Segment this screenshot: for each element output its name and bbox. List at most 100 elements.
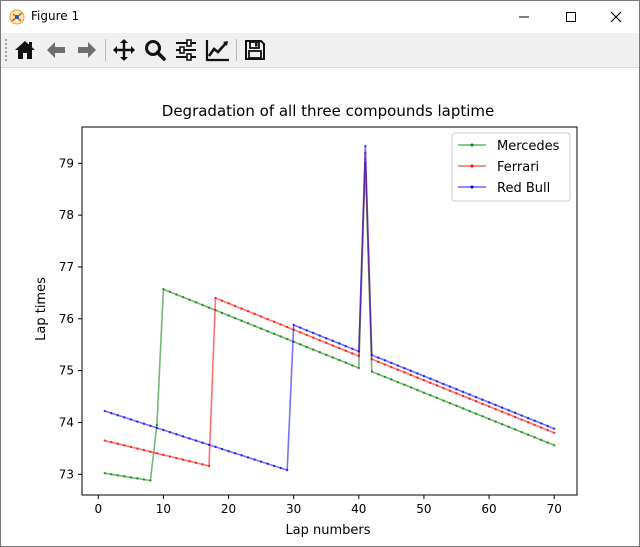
data-point-red-bull bbox=[435, 380, 439, 383]
data-point-mercedes bbox=[520, 430, 523, 434]
data-point-mercedes bbox=[305, 345, 308, 349]
data-point-mercedes bbox=[149, 479, 152, 482]
series-mercedes bbox=[103, 162, 556, 482]
y-tick-label: 74 bbox=[59, 415, 74, 429]
data-point-red-bull bbox=[227, 449, 230, 453]
save-button[interactable] bbox=[241, 36, 269, 64]
data-point-red-bull bbox=[168, 430, 172, 434]
data-point-mercedes bbox=[468, 409, 471, 413]
data-point-mercedes bbox=[129, 476, 133, 479]
legend-label-ferrari: Ferrari bbox=[497, 160, 539, 175]
data-point-ferrari bbox=[416, 376, 419, 379]
data-point-red-bull bbox=[305, 329, 308, 332]
save-icon bbox=[245, 40, 265, 60]
data-point-red-bull bbox=[338, 342, 341, 345]
data-point-ferrari bbox=[155, 452, 159, 455]
toolbar-separator bbox=[105, 39, 106, 61]
data-point-red-bull bbox=[468, 393, 471, 396]
data-point-red-bull bbox=[416, 372, 419, 375]
data-point-red-bull bbox=[292, 323, 295, 327]
edit-axis-button[interactable] bbox=[204, 36, 232, 64]
x-tick-label: 60 bbox=[481, 502, 496, 516]
data-point-mercedes bbox=[259, 327, 263, 330]
data-point-red-bull bbox=[194, 439, 198, 442]
y-tick-label: 75 bbox=[59, 364, 74, 378]
data-point-red-bull bbox=[364, 144, 367, 148]
maximize-button[interactable] bbox=[548, 1, 594, 33]
data-point-ferrari bbox=[253, 312, 256, 316]
data-point-red-bull bbox=[325, 337, 328, 340]
data-point-ferrari bbox=[513, 415, 517, 419]
data-point-red-bull bbox=[129, 418, 133, 421]
x-axis-label: Lap numbers bbox=[285, 523, 370, 538]
data-point-mercedes bbox=[533, 436, 536, 439]
x-tick-label: 20 bbox=[221, 502, 236, 516]
data-point-red-bull bbox=[474, 395, 478, 399]
data-point-red-bull bbox=[409, 369, 413, 373]
axes-edit-icon bbox=[205, 40, 229, 62]
data-point-red-bull bbox=[220, 447, 224, 451]
data-point-ferrari bbox=[507, 413, 510, 416]
figure-canvas[interactable]: Degradation of all three compounds lapti… bbox=[1, 68, 639, 546]
data-point-ferrari bbox=[162, 453, 165, 457]
data-point-red-bull bbox=[318, 334, 321, 337]
series-line-mercedes bbox=[104, 163, 555, 482]
data-point-red-bull bbox=[553, 427, 556, 430]
data-point-mercedes bbox=[136, 477, 139, 480]
data-point-mercedes bbox=[194, 301, 198, 304]
subplots-icon bbox=[176, 39, 196, 61]
data-point-ferrari bbox=[305, 333, 308, 337]
data-point-ferrari bbox=[136, 447, 139, 450]
close-button[interactable] bbox=[593, 1, 639, 33]
data-point-mercedes bbox=[168, 290, 172, 294]
data-point-ferrari bbox=[526, 421, 530, 424]
back-button[interactable] bbox=[42, 36, 70, 64]
data-point-ferrari bbox=[500, 410, 504, 413]
home-button[interactable] bbox=[11, 36, 39, 64]
legend-box bbox=[451, 132, 571, 202]
x-tick-label: 50 bbox=[416, 502, 431, 516]
data-point-ferrari bbox=[194, 461, 198, 464]
legend-label-mercedes: Mercedes bbox=[497, 139, 560, 154]
data-point-ferrari bbox=[298, 331, 302, 334]
data-point-ferrari bbox=[207, 464, 211, 468]
data-point-ferrari bbox=[429, 381, 432, 385]
legend-marker-red-bull bbox=[470, 185, 474, 189]
zoom-button[interactable] bbox=[141, 36, 169, 64]
data-point-ferrari bbox=[168, 455, 172, 458]
y-tick-label: 78 bbox=[59, 208, 74, 222]
data-point-ferrari bbox=[357, 354, 361, 358]
data-point-ferrari bbox=[227, 302, 230, 305]
data-point-mercedes bbox=[181, 295, 185, 299]
data-point-mercedes bbox=[553, 444, 556, 447]
pan-button[interactable] bbox=[110, 36, 138, 64]
pan-icon bbox=[113, 39, 135, 61]
data-point-mercedes bbox=[253, 324, 256, 328]
matplotlib-app-icon bbox=[9, 9, 25, 25]
title-bar[interactable]: Figure 1 bbox=[1, 1, 639, 33]
data-point-red-bull bbox=[494, 403, 497, 407]
data-point-mercedes bbox=[409, 386, 413, 389]
data-point-red-bull bbox=[136, 420, 139, 423]
configure-subplots-button[interactable] bbox=[172, 36, 200, 64]
minimize-button[interactable] bbox=[501, 1, 547, 33]
data-point-mercedes bbox=[279, 335, 282, 338]
toolbar-grip[interactable] bbox=[4, 38, 8, 62]
data-point-mercedes bbox=[272, 332, 276, 336]
data-point-red-bull bbox=[520, 414, 523, 417]
data-point-ferrari bbox=[435, 384, 439, 387]
data-point-ferrari bbox=[409, 373, 413, 377]
legend: Mercedes Ferrari Red Bull bbox=[451, 132, 571, 202]
data-point-mercedes bbox=[513, 428, 517, 431]
x-tick-label: 70 bbox=[547, 502, 562, 516]
data-point-mercedes bbox=[507, 425, 510, 429]
data-point-ferrari bbox=[474, 400, 478, 403]
data-point-mercedes bbox=[474, 412, 478, 415]
chart-title: Degradation of all three compounds lapti… bbox=[162, 102, 494, 120]
data-point-mercedes bbox=[142, 478, 146, 481]
data-point-red-bull bbox=[383, 359, 387, 362]
data-point-ferrari bbox=[272, 320, 276, 323]
data-point-red-bull bbox=[103, 409, 106, 413]
forward-button[interactable] bbox=[73, 36, 101, 64]
data-point-red-bull bbox=[142, 422, 146, 425]
